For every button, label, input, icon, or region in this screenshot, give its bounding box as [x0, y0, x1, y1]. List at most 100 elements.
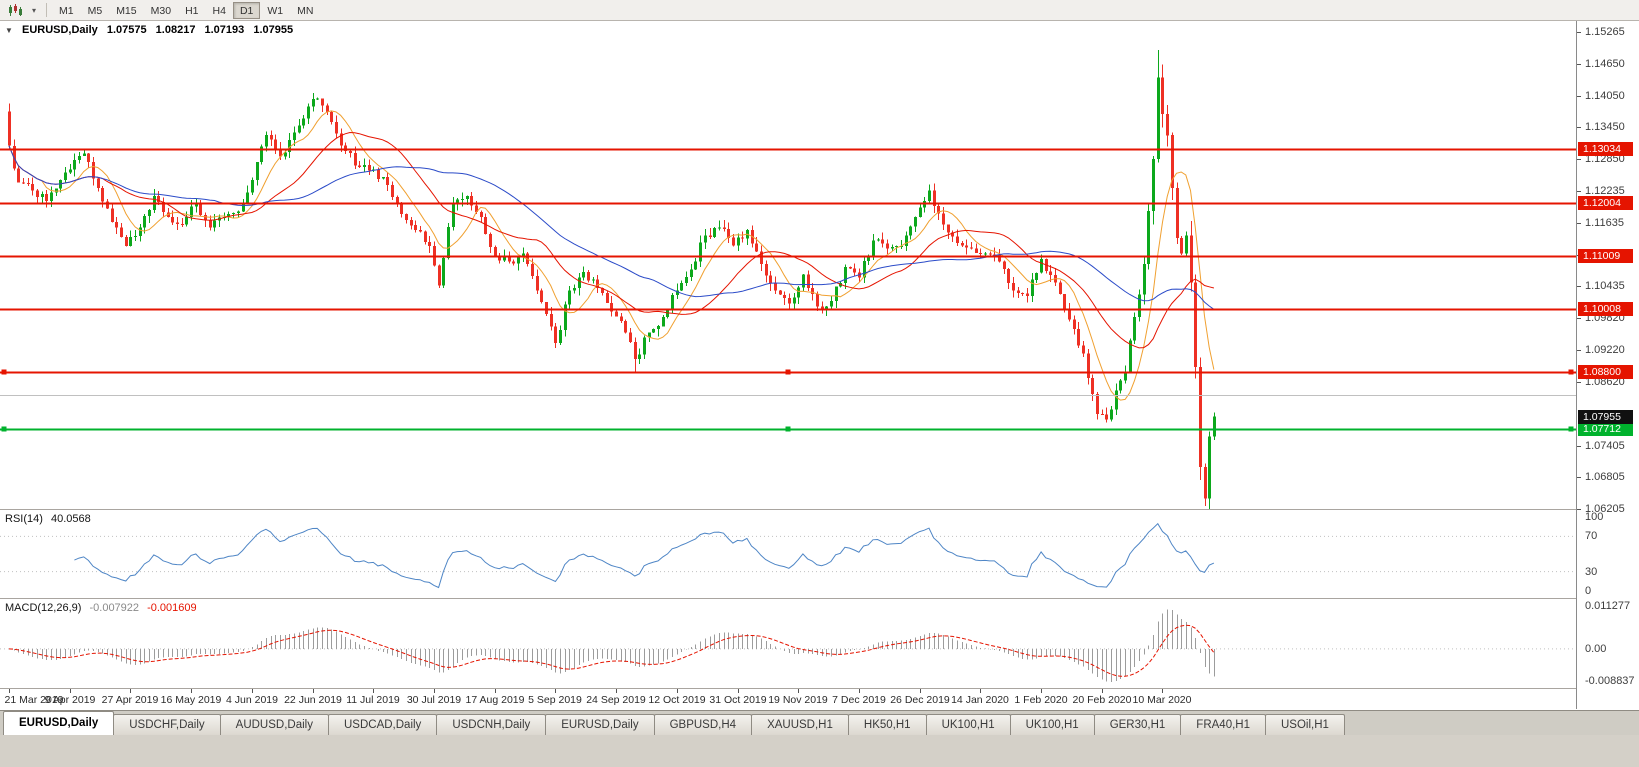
timeframe-button-w1[interactable]: W1 — [267, 4, 284, 17]
price-tick-mark — [1577, 318, 1581, 319]
price-tick-label: 1.09220 — [1585, 344, 1625, 356]
date-label: 5 Sep 2019 — [528, 694, 582, 706]
chart-tab-audusd-daily[interactable]: AUDUSD,Daily — [219, 714, 329, 735]
date-tick-mark — [130, 689, 131, 693]
date-tick-mark — [798, 689, 799, 693]
current-price-badge: 1.07955 — [1578, 410, 1633, 424]
pane-separator — [0, 688, 1639, 689]
price-tick-label: 1.14050 — [1585, 90, 1625, 102]
price-tick-mark — [1577, 96, 1581, 97]
chart-tab-gbpusd-h4[interactable]: GBPUSD,H4 — [653, 714, 753, 735]
rsi-value: 40.0568 — [50, 513, 91, 525]
timeframe-button-h4[interactable]: H4 — [212, 4, 226, 17]
rsi-label: RSI(14) 40.0568 — [5, 513, 96, 525]
date-label: 9 Apr 2019 — [44, 694, 96, 706]
price-chart-canvas[interactable] — [0, 21, 1576, 509]
macd-indicator-canvas[interactable] — [0, 599, 1576, 688]
chart-tab-usoil-h1[interactable]: USOil,H1 — [1264, 714, 1345, 735]
horizontal-line-objects[interactable] — [0, 148, 1576, 432]
chart-tab-hk50-h1[interactable]: HK50,H1 — [847, 714, 927, 735]
chart-tab-eurusd-daily[interactable]: EURUSD,Daily — [3, 711, 115, 735]
price-tick-label: 1.08620 — [1585, 376, 1625, 388]
timeframe-button-m15[interactable]: M15 — [116, 4, 137, 17]
date-tick-mark — [555, 689, 556, 693]
macd-axis-bottom-label: -0.008837 — [1585, 675, 1635, 687]
timeframe-button-m1[interactable]: M1 — [59, 4, 74, 17]
price-tick-mark — [1577, 32, 1581, 33]
ma-8-line — [8, 110, 1215, 401]
chart-ohlc-label: ▼ EURUSD,Daily 1.07575 1.08217 1.07193 1… — [5, 24, 299, 36]
timeframe-button-h1[interactable]: H1 — [185, 4, 199, 17]
date-label: 10 Mar 2020 — [1132, 694, 1192, 706]
price-tick-label: 1.14650 — [1585, 58, 1625, 70]
chart-tabbar: EURUSD,Daily USDCHF,Daily AUDUSD,Daily USDC… — [0, 710, 1639, 735]
date-tick-mark — [920, 689, 921, 693]
ohlc-close: 1.07955 — [253, 24, 294, 36]
timeframe-button-m5[interactable]: M5 — [87, 4, 103, 17]
macd-main-value: -0.007922 — [89, 602, 140, 614]
date-tick-mark — [313, 689, 314, 693]
chart-tab-xauusd-h1[interactable]: XAUUSD,H1 — [751, 714, 849, 735]
timeframe-button-mn[interactable]: MN — [297, 4, 314, 17]
rsi-axis-label: 100 — [1585, 511, 1604, 523]
date-tick-mark — [859, 689, 860, 693]
price-tick-mark — [1577, 446, 1581, 447]
date-label: 1 Feb 2020 — [1014, 694, 1068, 706]
chart-tab-usdcad-daily[interactable]: USDCAD,Daily — [327, 714, 438, 735]
price-tick-mark — [1577, 191, 1581, 192]
date-tick-mark — [616, 689, 617, 693]
macd-axis-top-label: 0.011277 — [1585, 600, 1631, 612]
date-label: 4 Jun 2019 — [226, 694, 278, 706]
timeframe-button-d1[interactable]: D1 — [232, 1, 261, 19]
pane-separator[interactable] — [0, 509, 1639, 510]
chart-caret-icon: ▼ — [5, 26, 13, 35]
rsi-axis-label: 70 — [1585, 530, 1598, 542]
timeframe-button-m30[interactable]: M30 — [150, 4, 172, 17]
price-tick-label: 1.10435 — [1585, 280, 1625, 292]
price-tick-label: 1.12850 — [1585, 153, 1625, 165]
date-tick-mark — [1041, 689, 1042, 693]
macd-name: MACD(12,26,9) — [5, 602, 82, 614]
date-tick-mark — [252, 689, 253, 693]
chart-tab-uk100-h1[interactable]: UK100,H1 — [1009, 714, 1095, 735]
date-label: 30 Jul 2019 — [406, 694, 462, 706]
price-tick-label: 1.13450 — [1585, 121, 1625, 133]
date-axis: 21 Mar 2019 9 Apr 2019 27 Apr 2019 16 May 2… — [0, 689, 1576, 709]
moving-averages — [8, 110, 1215, 401]
macd-signal-value: -0.001609 — [147, 602, 197, 614]
chart-type-button[interactable] — [3, 2, 27, 19]
price-line-badge: 1.10008 — [1578, 302, 1633, 316]
date-tick-mark — [434, 689, 435, 693]
date-label: 16 May 2019 — [160, 694, 222, 706]
date-tick-mark — [738, 689, 739, 693]
date-label: 14 Jan 2020 — [951, 694, 1009, 706]
rsi-axis-label: 0 — [1585, 585, 1592, 597]
symbol-timeframe-label: EURUSD,Daily — [21, 24, 98, 36]
date-label: 21 Mar 2019 — [4, 694, 64, 706]
chart-type-dropdown-button[interactable]: ▾ — [27, 2, 41, 19]
price-tick-label: 1.06805 — [1585, 471, 1625, 483]
chart-tab-usdcnh-daily[interactable]: USDCNH,Daily — [436, 714, 547, 735]
chart-tab-usdchf-daily[interactable]: USDCHF,Daily — [113, 714, 221, 735]
date-label: 20 Feb 2020 — [1072, 694, 1132, 706]
price-tick-mark — [1577, 223, 1581, 224]
pane-separator[interactable] — [0, 598, 1639, 599]
chart-tab-eurusd-daily[interactable]: EURUSD,Daily — [545, 714, 655, 735]
date-label: 24 Sep 2019 — [586, 694, 646, 706]
rsi-line — [74, 522, 1215, 589]
rsi-name: RSI(14) — [5, 513, 43, 525]
chart-tab-ger30-h1[interactable]: GER30,H1 — [1093, 714, 1182, 735]
main-toolbar: ▾ M1 M5 M15 M30 H1 H4 D1 W1 MN — [0, 0, 1639, 21]
date-tick-mark — [1162, 689, 1163, 693]
date-label: 19 Nov 2019 — [768, 694, 828, 706]
ohlc-open: 1.07575 — [106, 24, 147, 36]
chart-tab-uk100-h1[interactable]: UK100,H1 — [925, 714, 1011, 735]
date-label: 12 Oct 2019 — [648, 694, 706, 706]
toolbar-separator — [46, 3, 47, 17]
price-tick-label: 1.11635 — [1585, 217, 1624, 229]
date-label: 31 Oct 2019 — [709, 694, 767, 706]
rsi-indicator-canvas[interactable] — [0, 510, 1576, 598]
date-label: 7 Dec 2019 — [832, 694, 886, 706]
chart-tab-fra40-h1[interactable]: FRA40,H1 — [1180, 714, 1266, 735]
